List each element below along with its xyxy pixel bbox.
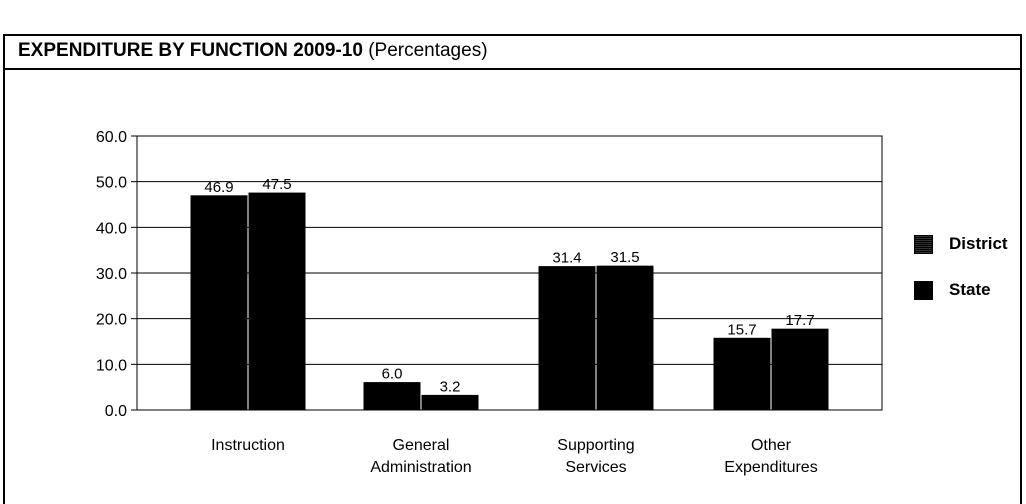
x-category-label: Supporting: [557, 437, 634, 454]
bar-district: [713, 337, 771, 411]
chart-title-main: EXPENDITURE BY FUNCTION 2009-10: [18, 40, 363, 61]
y-tick-label: 0.0: [105, 403, 127, 420]
data-label: 6.0: [382, 366, 403, 383]
bar-district: [190, 195, 248, 411]
data-label: 31.4: [552, 250, 581, 267]
legend-item-district: District: [914, 232, 1008, 256]
bar-state: [421, 394, 479, 411]
y-tick-label: 20.0: [96, 312, 127, 329]
x-category-label: Expenditures: [724, 459, 817, 476]
x-category-label: Services: [565, 459, 626, 476]
data-label: 47.5: [262, 176, 291, 193]
legend-swatch-district: [914, 234, 933, 254]
data-label: 46.9: [204, 179, 233, 196]
bar-state: [248, 192, 306, 411]
chart-title-unit: (Percentages): [368, 40, 488, 61]
legend-swatch-state: [914, 280, 933, 300]
y-tick-label: 50.0: [96, 175, 127, 192]
y-tick-label: 40.0: [96, 220, 127, 237]
legend-label-district: District: [949, 234, 1008, 253]
data-label: 15.7: [727, 321, 756, 338]
y-tick-label: 60.0: [96, 129, 127, 146]
y-tick-label: 10.0: [96, 357, 127, 374]
chart-frame: [3, 34, 1022, 504]
header-divider: [3, 68, 1022, 70]
y-tick-label: 30.0: [96, 266, 127, 283]
chart-title: EXPENDITURE BY FUNCTION 2009-10 (Percent…: [18, 40, 488, 62]
legend-label-state: State: [949, 280, 991, 299]
bar-state: [596, 265, 654, 411]
data-label: 17.7: [785, 312, 814, 329]
legend: District State: [914, 232, 1008, 324]
x-category-label: Instruction: [211, 437, 285, 454]
data-label: 31.5: [610, 249, 639, 266]
bar-district: [538, 266, 596, 411]
bar-district: [363, 382, 421, 411]
x-category-label: Administration: [370, 459, 471, 476]
legend-item-state: State: [914, 278, 1008, 302]
x-category-label: Other: [751, 437, 792, 454]
x-category-label: General: [393, 437, 450, 454]
data-label: 3.2: [440, 378, 461, 395]
bar-state: [771, 328, 829, 411]
